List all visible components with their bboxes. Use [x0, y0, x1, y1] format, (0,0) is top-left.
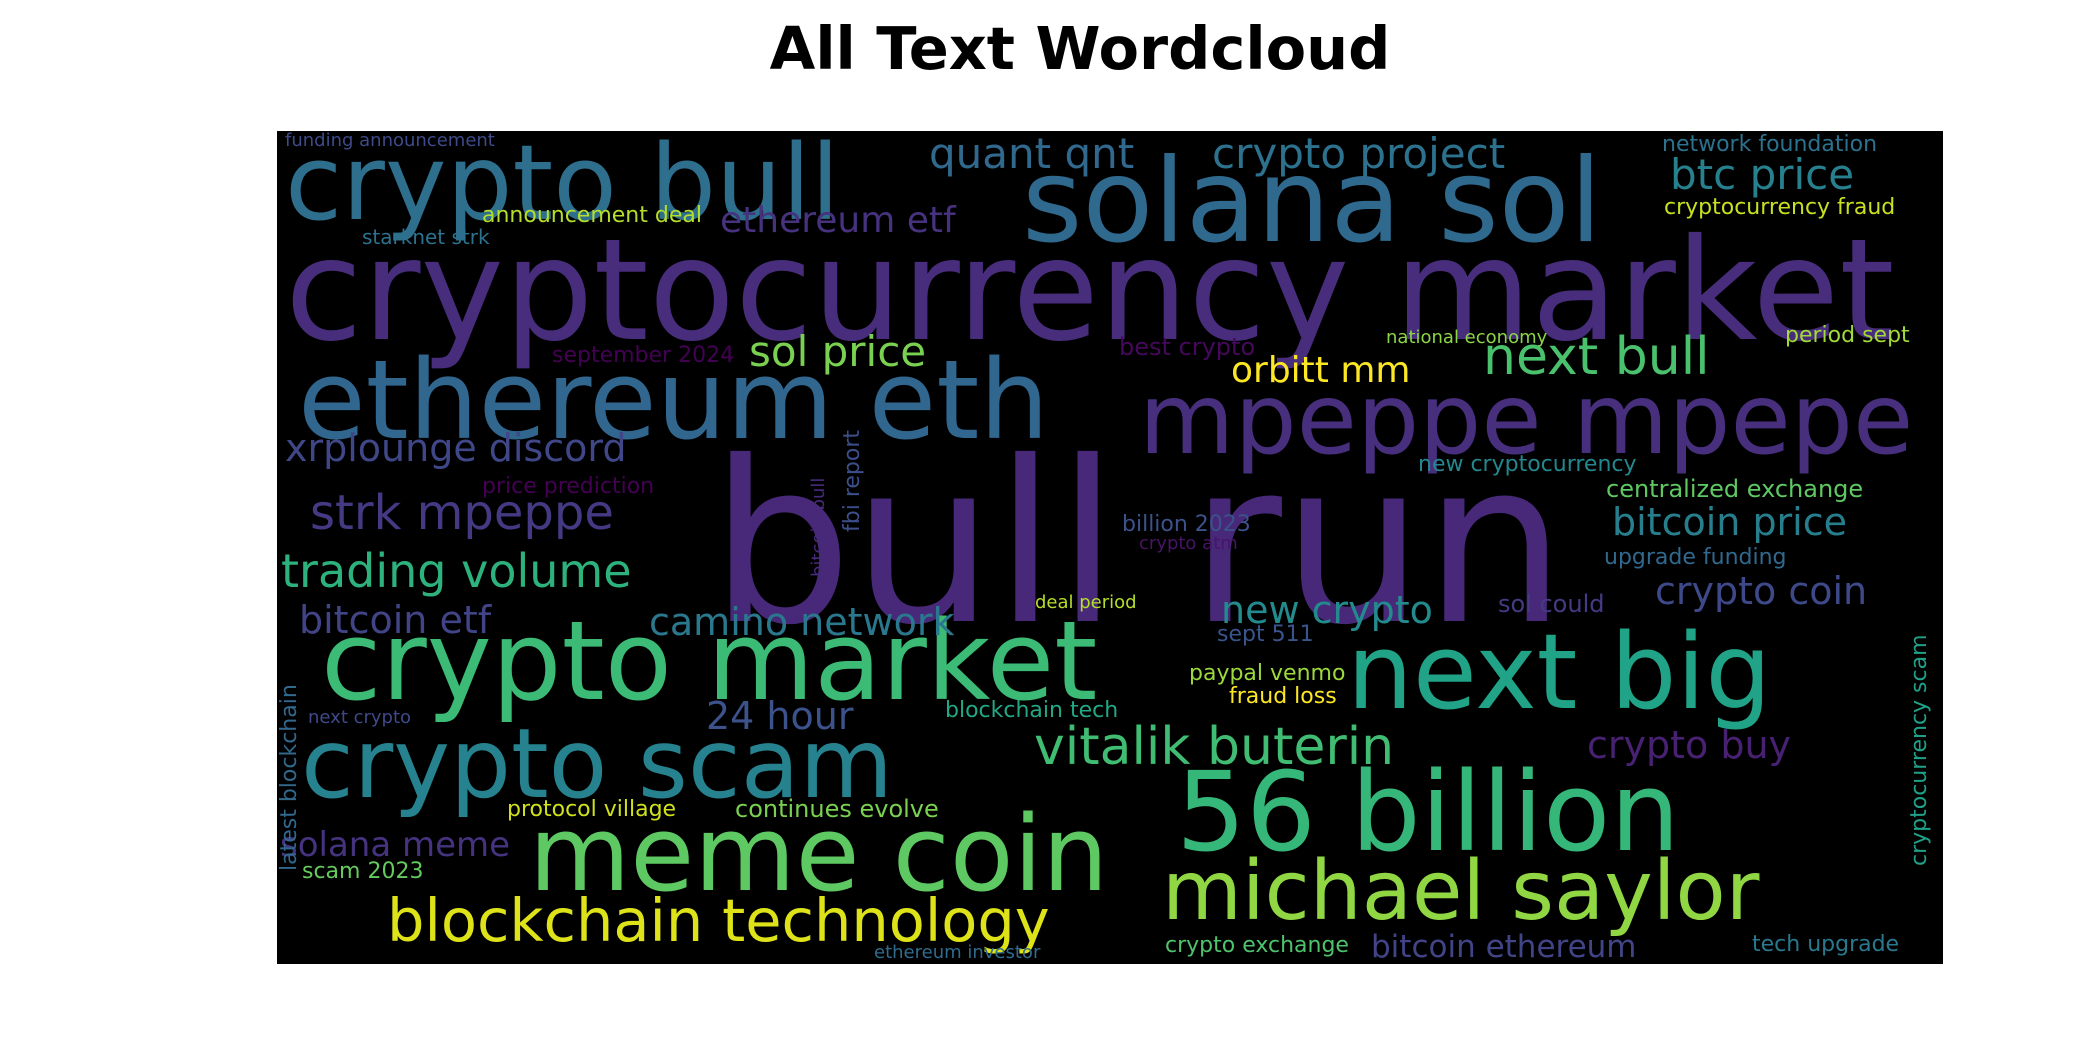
word-crypto-atm: crypto atm	[1139, 533, 1238, 554]
word-solana-meme: solana meme	[280, 825, 511, 865]
word-mpeppe-mpepe: mpeppe mpepe	[1139, 363, 1914, 477]
word-56-billion: 56 billion	[1176, 748, 1681, 876]
word-september-2024: september 2024	[552, 343, 735, 368]
word-24-hour: 24 hour	[706, 694, 854, 738]
word-crypto-exchange: crypto exchange	[1165, 933, 1349, 958]
word-strk-mpeppe: strk mpeppe	[310, 485, 614, 541]
word-crypto-buy: crypto buy	[1587, 723, 1792, 767]
word-billion-2023: billion 2023	[1122, 512, 1251, 537]
word-crypto-market: crypto market	[321, 597, 1098, 725]
word-vitalik-buterin: vitalik buterin	[1034, 717, 1395, 777]
word-latest-blockchain: latest blockchain	[277, 684, 302, 871]
word-blockchain-technology: blockchain technology	[387, 886, 1050, 955]
word-ethereum-etf: ethereum etf	[720, 200, 956, 241]
word-best-crypto: best crypto	[1119, 333, 1256, 361]
word-bitcoin-ethereum: bitcoin ethereum	[1371, 929, 1637, 964]
word-announcement-deal: announcement deal	[482, 203, 702, 228]
word-michael-saylor: michael saylor	[1162, 844, 1760, 939]
word-protocol-village: protocol village	[507, 797, 677, 822]
word-crypto-coin: crypto coin	[1655, 569, 1868, 613]
word-centralized-exchange: centralized exchange	[1606, 475, 1864, 503]
word-orbitt-mm: orbitt mm	[1231, 350, 1411, 391]
word-solana-sol: solana sol	[1022, 134, 1602, 269]
word-upgrade-funding: upgrade funding	[1604, 545, 1787, 570]
word-national-economy: national economy	[1386, 327, 1548, 348]
word-bitcoin-etf: bitcoin etf	[299, 598, 492, 642]
word-funding-announcement: funding announcement	[285, 131, 495, 151]
word-ethereum-eth: ethereum eth	[298, 336, 1050, 464]
word-cryptocurrency-fraud: cryptocurrency fraud	[1664, 195, 1896, 220]
word-deal-period: deal period	[1035, 592, 1137, 613]
word-continues-evolve: continues evolve	[735, 795, 939, 823]
word-scam-2023: scam 2023	[302, 859, 424, 884]
word-next-crypto: next crypto	[308, 707, 412, 728]
word-new-cryptocurrency: new cryptocurrency	[1418, 452, 1637, 477]
word-period-sept: period sept	[1785, 323, 1910, 348]
word-bitcoin-price: bitcoin price	[1612, 500, 1848, 544]
word-camino-network: camino network	[649, 600, 955, 644]
word-cryptocurrency-scam: cryptocurrency scam	[1907, 634, 1932, 866]
word-bull-run: bull run	[710, 413, 1566, 674]
word-next-bull: next bull	[1483, 327, 1710, 387]
word-crypto-scam: crypto scam	[301, 708, 894, 820]
word-crypto-bull: crypto bull	[285, 131, 840, 244]
word-trading-volume: trading volume	[281, 544, 632, 598]
word-fraud-loss: fraud loss	[1229, 684, 1337, 709]
word-crypto-project: crypto project	[1212, 131, 1506, 178]
word-next-big: next big	[1347, 611, 1772, 733]
word-paypal-venmo: paypal venmo	[1189, 661, 1346, 686]
wordcloud-canvas: cryptocurrency market bull run solana sol c…	[277, 131, 1943, 964]
word-network-foundation: network foundation	[1662, 132, 1878, 157]
word-ethereum-investor: ethereum investor	[874, 942, 1041, 963]
word-sol-could: sol could	[1498, 590, 1605, 618]
word-quant-qnt: quant qnt	[929, 131, 1135, 178]
word-new-crypto: new crypto	[1221, 588, 1433, 632]
word-xrplounge-discord: xrplounge discord	[285, 426, 627, 470]
word-sept-511: sept 511	[1217, 622, 1314, 647]
word-starknet-strk: starknet strk	[362, 225, 490, 249]
word-sol-price: sol price	[749, 327, 927, 376]
word-blockchain-tech: blockchain tech	[945, 698, 1119, 723]
word-price-prediction: price prediction	[482, 474, 655, 499]
word-bitcoin-bull: bitcoin bull	[808, 477, 829, 577]
word-cryptocurrency-market: cryptocurrency market	[285, 209, 1895, 373]
word-fbi-report: fbi report	[840, 429, 865, 532]
chart-title: All Text Wordcloud	[769, 14, 1391, 83]
word-btc-price: btc price	[1670, 150, 1855, 199]
word-meme-coin: meme coin	[529, 793, 1109, 915]
word-tech-upgrade: tech upgrade	[1752, 932, 1900, 957]
